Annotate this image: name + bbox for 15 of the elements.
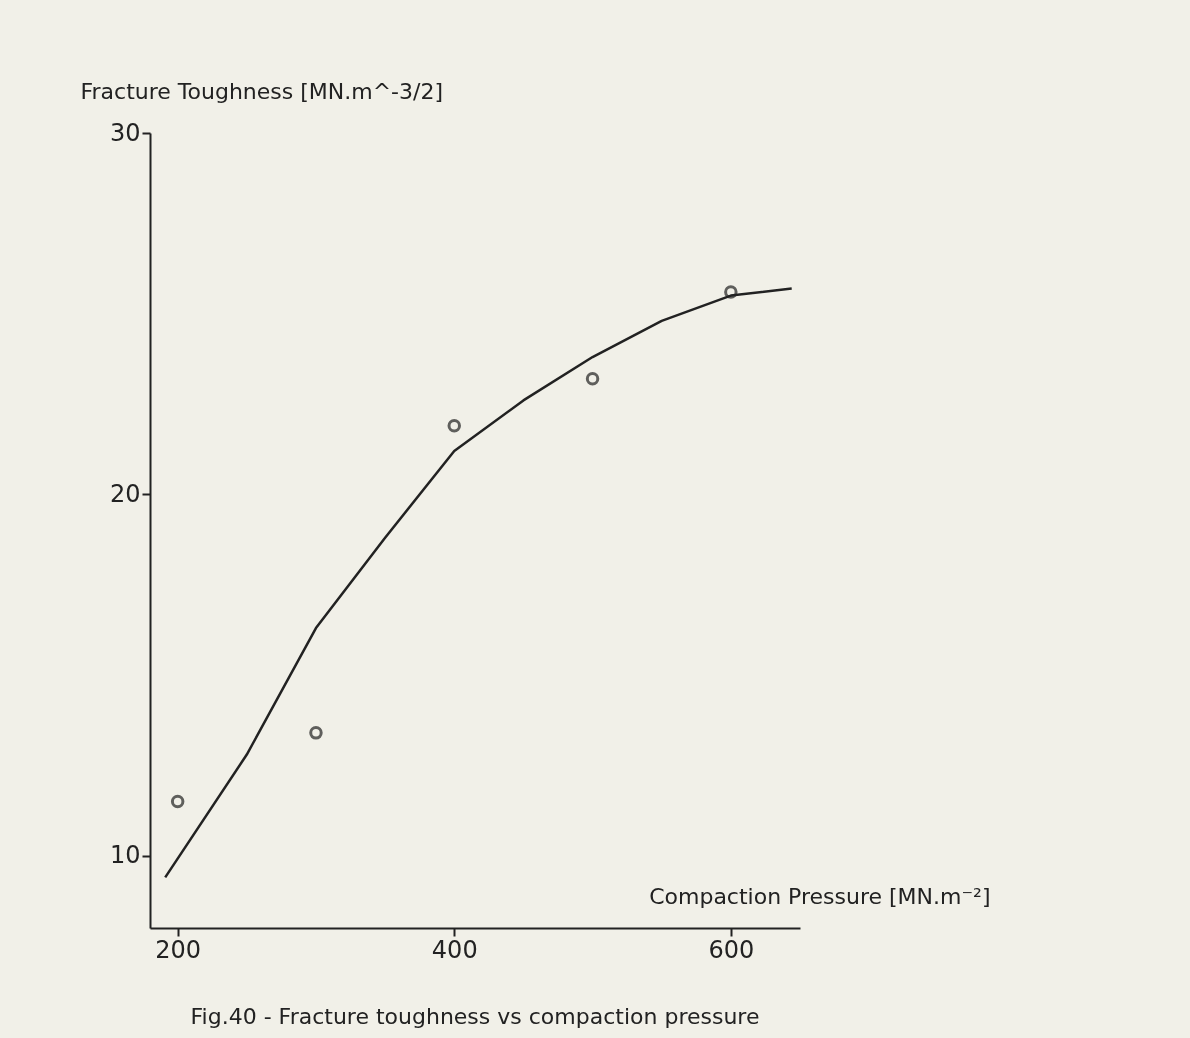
point	[170, 794, 185, 809]
x-tick-label: 400	[431, 935, 478, 964]
line-series	[163, 287, 793, 879]
point	[585, 371, 600, 386]
point	[447, 418, 461, 433]
point	[724, 285, 738, 299]
caption: Fig.40 - Fracture toughness vs compaction pressure	[190, 1004, 760, 1029]
y-tick-label: 10	[109, 841, 141, 870]
y-tick-label: 30	[109, 118, 141, 147]
x-tick-label: 200	[155, 935, 202, 964]
point	[309, 726, 323, 740]
x-tick-label: 600	[708, 935, 755, 964]
y-tick-label: 20	[109, 479, 141, 508]
x-axis-title: Compaction Pressure [MN.m⁻²]	[649, 883, 991, 909]
y-axis-title: Fracture Toughness [MN.m^-3/2]	[80, 78, 444, 104]
